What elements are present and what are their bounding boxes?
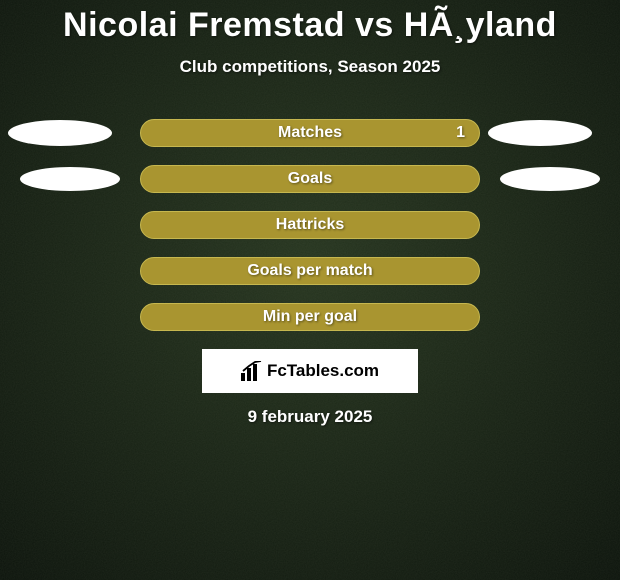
bar-chart-icon [241,361,263,381]
stat-bar-label: Hattricks [276,216,344,234]
stat-rows: Matches 1 Goals Hattricks Goals per match Min… [0,119,620,331]
left-marker-ellipse [8,120,112,146]
stat-bar: Goals per match [140,257,480,285]
page-title: Nicolai Fremstad vs HÃ¸yland [63,6,557,45]
stat-bar: Goals [140,165,480,193]
logo-text: FcTables.com [267,361,379,381]
date-label: 9 february 2025 [248,407,373,427]
right-marker-ellipse [500,167,600,191]
page-subtitle: Club competitions, Season 2025 [180,57,441,77]
stat-bar-label: Min per goal [263,308,357,326]
stat-bar: Min per goal [140,303,480,331]
left-marker-ellipse [20,167,120,191]
stat-bar-label: Goals [288,170,332,188]
stat-row: Matches 1 [0,119,620,147]
stat-row: Hattricks [0,211,620,239]
stat-bar-label: Matches [278,124,342,142]
stat-bar-label: Goals per match [247,262,372,280]
stat-row: Goals per match [0,257,620,285]
stat-bar-value: 1 [456,124,465,142]
stat-bar: Matches 1 [140,119,480,147]
logo-box: FcTables.com [202,349,418,393]
stat-row: Goals [0,165,620,193]
right-marker-ellipse [488,120,592,146]
stat-bar: Hattricks [140,211,480,239]
stat-row: Min per goal [0,303,620,331]
